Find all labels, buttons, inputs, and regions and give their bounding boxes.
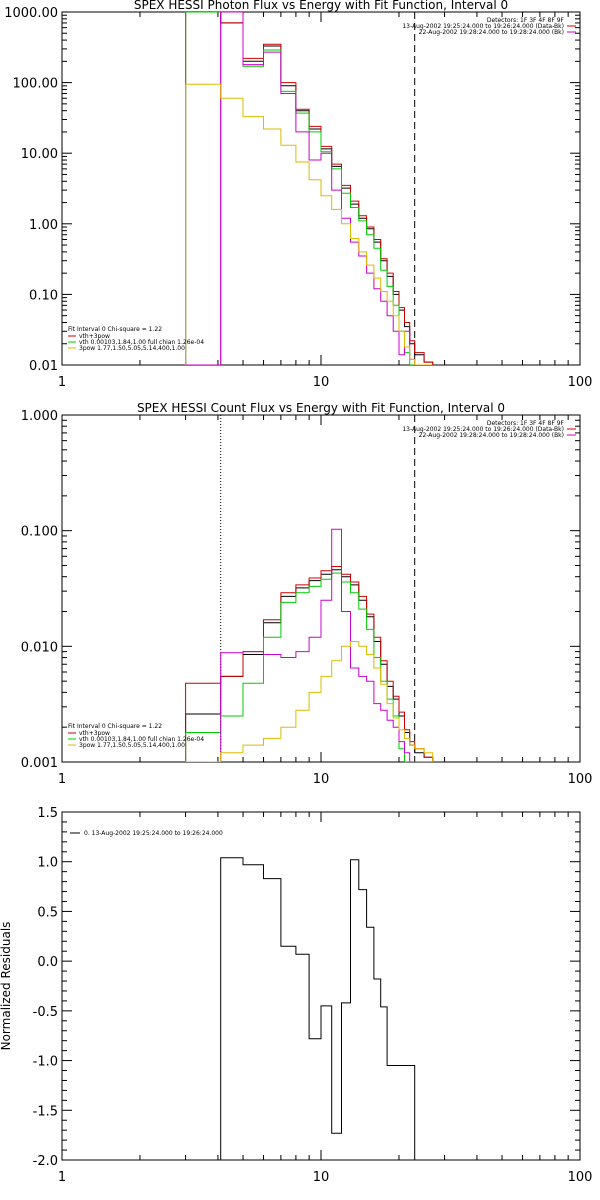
series-line-0 xyxy=(185,12,434,365)
x-tick-label: 100 xyxy=(568,1170,593,1185)
series-line-0 xyxy=(185,569,434,762)
y-axis-label: Normalized Residuals xyxy=(0,922,13,1051)
x-tick-label: 100 xyxy=(568,772,593,787)
count-flux-panel: SPEX HESSI Count Flux vs Energy with Fit… xyxy=(21,401,593,787)
series-group xyxy=(185,528,434,762)
x-tick-label: 10 xyxy=(313,772,330,787)
y-tick-label: 1.5 xyxy=(37,806,58,821)
x-tick-label: 1 xyxy=(58,772,66,787)
series-group xyxy=(220,857,416,1160)
x-tick-label: 10 xyxy=(313,375,330,390)
x-tick-label: 1 xyxy=(58,375,66,390)
info-text: 22-Aug-2002 19:28:24.000 to 19:28:24.000… xyxy=(419,29,564,36)
y-tick-label: -1.0 xyxy=(33,1055,58,1070)
y-tick-label: 100.00 xyxy=(13,77,59,92)
series-line-1 xyxy=(185,566,434,762)
x-tick-label: 100 xyxy=(568,375,593,390)
info-text: 13-Aug-2002 19:25:24.000 to 19:26:24.000… xyxy=(402,426,564,433)
y-tick-label: -1.5 xyxy=(33,1104,58,1119)
y-tick-label: 10.00 xyxy=(21,147,58,162)
y-tick-label: -0.5 xyxy=(33,1005,58,1020)
series-line-2 xyxy=(185,12,433,365)
legend-label: 3pow 1.77,1.50,5.05,5.14,400,1.00 xyxy=(79,742,185,749)
y-tick-label: -2.0 xyxy=(33,1154,58,1169)
y-tick-label: 0.001 xyxy=(21,756,58,771)
y-tick-label: 1000.00 xyxy=(4,6,58,21)
x-tick-label: 1 xyxy=(58,1170,66,1185)
y-tick-label: 1.00 xyxy=(29,218,58,233)
legend-label: vth+3pow xyxy=(79,333,110,340)
series-line-0 xyxy=(220,857,416,1160)
series-line-4 xyxy=(185,641,434,762)
info-text: Detectors: 1F 3F 4F 8F 9F xyxy=(487,17,565,24)
info-text: 13-Aug-2002 19:25:24.000 to 19:26:24.000… xyxy=(402,23,564,30)
series-line-2 xyxy=(185,572,433,762)
legend-label: vth 0.00103,1.84,1.00 full chian 1.26e-0… xyxy=(79,736,204,743)
fit-header: Fit Interval 0 Chi-square = 1.22 xyxy=(68,326,162,333)
y-tick-label: 1.0 xyxy=(37,856,58,871)
legend-label: vth 0.00103,1.84,1.00 full chian 1.26e-0… xyxy=(79,339,204,346)
chart-title: SPEX HESSI Count Flux vs Energy with Fit… xyxy=(137,401,505,415)
chart-title: SPEX HESSI Photon Flux vs Energy with Fi… xyxy=(134,0,508,12)
photon-flux-panel: SPEX HESSI Photon Flux vs Energy with Fi… xyxy=(4,0,592,390)
y-tick-label: 0.10 xyxy=(29,288,58,303)
info-text: 22-Aug-2002 19:28:24.000 to 19:28:24.000… xyxy=(419,432,564,439)
plot-frame xyxy=(61,811,581,1161)
series-line-4 xyxy=(185,83,433,365)
series-group xyxy=(185,12,434,365)
series-line-3 xyxy=(185,12,433,365)
y-tick-label: 1.000 xyxy=(21,409,58,424)
y-tick-label: 0.0 xyxy=(37,955,58,970)
y-tick-label: 0.010 xyxy=(21,640,58,655)
residuals-panel: Normalized Residuals 1 10 100 -2.0 -1.5 -1.0 -0… xyxy=(0,806,592,1185)
y-tick-label: 0.5 xyxy=(37,905,58,920)
x-tick-label: 10 xyxy=(313,1170,330,1185)
legend-label: vth+3pow xyxy=(79,730,110,737)
y-tick-label: 0.100 xyxy=(21,525,58,540)
plot-frame xyxy=(61,414,581,763)
fit-header: Fit Interval 0 Chi-square = 1.22 xyxy=(68,723,162,730)
info-text: Detectors: 1F 3F 4F 8F 9F xyxy=(487,420,565,427)
legend-label: 3pow 1.77,1.50,5.05,5.14,400,1.00 xyxy=(79,345,185,352)
series-line-1 xyxy=(185,12,434,365)
series-line-3 xyxy=(185,528,433,762)
y-tick-label: 0.01 xyxy=(29,359,58,374)
legend-label: 0. 13-Aug-2002 19:25:24.000 to 19:26:24.… xyxy=(84,830,223,837)
